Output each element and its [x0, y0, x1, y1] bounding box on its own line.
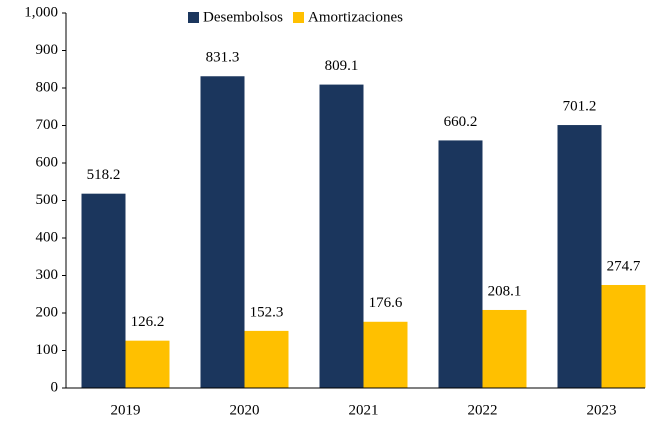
legend-swatch	[188, 12, 199, 23]
y-tick-label: 100	[36, 342, 59, 358]
value-label: 176.6	[369, 295, 403, 311]
bar	[363, 321, 408, 388]
bar	[482, 309, 527, 388]
bar	[601, 284, 646, 388]
x-tick-label: 2020	[230, 402, 260, 418]
bar	[200, 76, 245, 388]
legend-label: Desembolsos	[203, 9, 283, 25]
x-tick-label: 2019	[111, 402, 141, 418]
bar	[557, 125, 602, 389]
value-label: 660.2	[444, 114, 478, 130]
legend-swatch	[293, 12, 304, 23]
y-tick-label: 0	[51, 379, 59, 395]
value-label: 274.7	[607, 258, 641, 274]
bar	[319, 84, 364, 389]
y-tick-label: 300	[36, 267, 59, 283]
x-tick-label: 2022	[468, 402, 498, 418]
value-label: 701.2	[563, 98, 597, 114]
bar	[438, 140, 483, 388]
value-label: 809.1	[325, 58, 359, 74]
y-tick-label: 600	[36, 154, 59, 170]
bar	[244, 330, 289, 388]
y-tick-label: 1,000	[24, 4, 58, 20]
y-tick-label: 200	[36, 304, 59, 320]
value-label: 208.1	[488, 283, 522, 299]
bar	[81, 193, 126, 388]
y-tick-label: 500	[36, 192, 59, 208]
legend-label: Amortizaciones	[308, 9, 403, 25]
value-label: 152.3	[250, 304, 284, 320]
value-label: 831.3	[206, 50, 240, 66]
x-tick-label: 2021	[349, 402, 379, 418]
y-tick-label: 700	[36, 117, 59, 133]
y-tick-label: 900	[36, 42, 59, 58]
y-tick-label: 400	[36, 229, 59, 245]
x-tick-label: 2023	[587, 402, 617, 418]
y-tick-label: 800	[36, 79, 59, 95]
value-label: 126.2	[131, 314, 165, 330]
bar	[125, 340, 170, 388]
value-label: 518.2	[87, 167, 121, 183]
